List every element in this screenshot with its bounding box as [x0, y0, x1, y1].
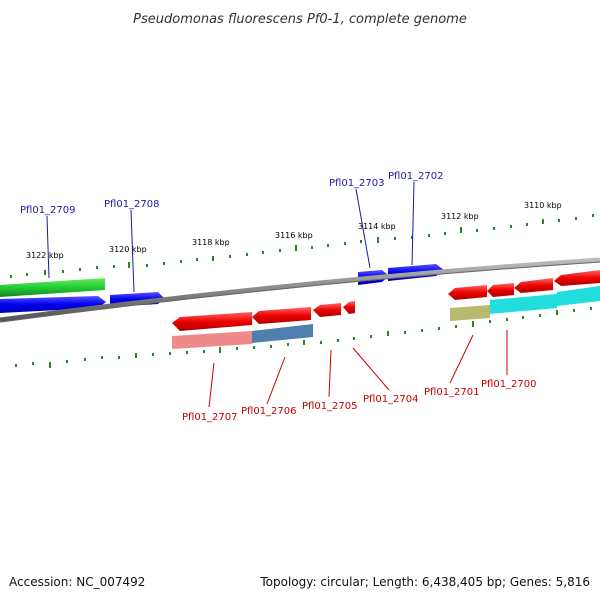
tick-label: 3118 kbp	[192, 238, 230, 247]
gene-arrow-reverse[interactable]	[448, 285, 487, 300]
gene-label[interactable]: Pfl01_2708	[104, 199, 160, 210]
gene-arrow-rna[interactable]	[0, 278, 105, 297]
gene-arrow-reverse[interactable]	[487, 283, 514, 297]
gene-label[interactable]: Pfl01_2700	[481, 379, 537, 390]
gene-label[interactable]: Pfl01_2703	[329, 178, 385, 189]
feature-bar[interactable]	[252, 324, 313, 343]
topology-text: Topology: circular; Length: 6,438,405 bp…	[259, 575, 590, 589]
feature-bar[interactable]	[450, 305, 490, 321]
gene-label[interactable]: Pfl01_2704	[363, 394, 419, 405]
gene-label[interactable]: Pfl01_2705	[302, 401, 358, 412]
feature-bar[interactable]	[557, 286, 600, 306]
gene-arrow-reverse[interactable]	[343, 301, 355, 314]
callout-line	[208, 362, 215, 408]
tick-label: 3114 kbp	[358, 222, 396, 231]
callout-line	[328, 349, 332, 398]
gene-label[interactable]: Pfl01_2709	[20, 205, 76, 216]
map-title: Pseudomonas fluorescens Pf0-1, complete …	[133, 12, 467, 27]
feature-bar[interactable]	[172, 331, 252, 349]
tick-label: 3112 kbp	[441, 212, 479, 221]
genome-backbone	[0, 257, 600, 323]
callout-line	[355, 188, 371, 269]
gene-arrow-reverse[interactable]	[252, 307, 311, 324]
tick-label: 3116 kbp	[275, 231, 313, 240]
tick-label: 3110 kbp	[524, 201, 562, 210]
callout-line	[130, 209, 135, 293]
gene-label[interactable]: Pfl01_2702	[388, 171, 444, 182]
gene-arrow-reverse[interactable]	[514, 278, 553, 293]
gene-arrow-reverse[interactable]	[172, 312, 252, 331]
callout-line	[411, 181, 415, 266]
callout-line	[352, 347, 390, 391]
genome-backbone-shade	[0, 261, 600, 323]
callout-line	[46, 215, 50, 279]
gene-arrow-reverse[interactable]	[554, 270, 600, 286]
callout-line	[449, 334, 474, 384]
bottom-gene-callouts	[208, 330, 508, 408]
callout-line	[266, 356, 286, 405]
gene-arrow-reverse[interactable]	[313, 303, 341, 317]
reverse-strand-genes	[172, 270, 600, 349]
gene-label[interactable]: Pfl01_2701	[424, 387, 480, 398]
inner-tick-ring	[15, 307, 592, 368]
tick-label: 3122 kbp	[26, 251, 64, 260]
tick-label: 3120 kbp	[109, 245, 147, 254]
tick-labels: 3122 kbp 3120 kbp 3118 kbp 3116 kbp 3114…	[26, 201, 562, 260]
outer-tick-ring	[10, 214, 594, 278]
feature-bar[interactable]	[490, 294, 557, 314]
gene-label[interactable]: Pfl01_2707	[182, 412, 238, 423]
accession-text: Accession: NC_007492	[9, 575, 145, 589]
forward-strand-genes	[0, 264, 444, 313]
top-gene-callouts	[46, 181, 415, 293]
gene-label[interactable]: Pfl01_2706	[241, 406, 297, 417]
